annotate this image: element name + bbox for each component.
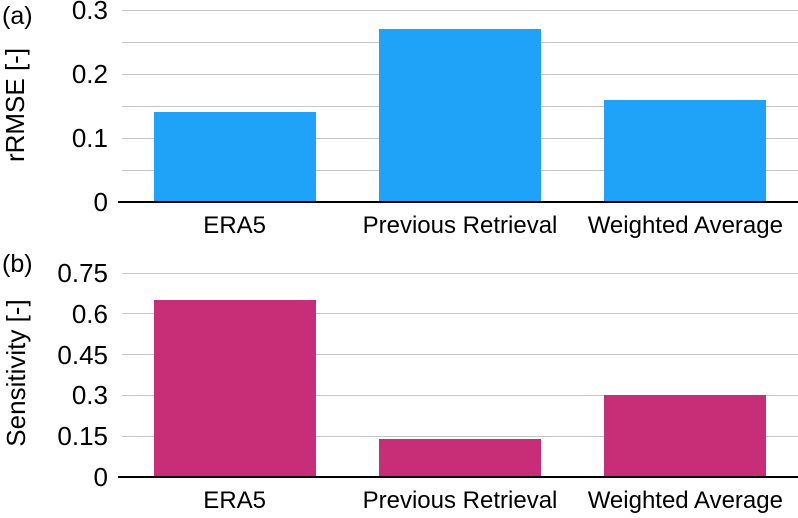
bar-previous-retrieval bbox=[378, 29, 542, 202]
gridline bbox=[122, 313, 798, 315]
y-tick-label: 0.15 bbox=[57, 421, 108, 452]
bar-weighted-average bbox=[604, 99, 767, 202]
chart-panel-b: (b) Sensitivity [-] 0 0.15 0.3 0.45 0.6 0.75 … bbox=[0, 248, 798, 518]
gridline bbox=[122, 394, 798, 396]
y-tick-label: 0.2 bbox=[71, 59, 108, 89]
y-tick-label: 0 bbox=[93, 462, 108, 492]
x-axis-line bbox=[118, 476, 798, 478]
y-tick-label: 0.3 bbox=[71, 0, 108, 25]
y-tick-label: 0 bbox=[93, 187, 108, 217]
gridline bbox=[122, 9, 798, 11]
x-category-label: Weighted Average bbox=[587, 212, 783, 239]
bar-weighted-average bbox=[604, 395, 767, 477]
panel-label-a: (a) bbox=[2, 2, 33, 30]
x-category-label: Previous Retrieval bbox=[362, 487, 558, 514]
y-tick-label: 0.6 bbox=[71, 298, 108, 329]
gridline bbox=[122, 435, 798, 437]
y-tick-label: 0.1 bbox=[71, 123, 108, 153]
plot-area bbox=[118, 9, 798, 203]
bar-previous-retrieval bbox=[378, 438, 542, 477]
x-category-label: Weighted Average bbox=[587, 487, 783, 514]
x-axis-line bbox=[118, 201, 798, 203]
gridline bbox=[122, 354, 798, 356]
chart-panel-a: (a) rRMSE [-] 0 0.1 0.2 0.3 ERA5 Previous Re… bbox=[0, 0, 798, 248]
panel-label-b: (b) bbox=[2, 250, 33, 278]
x-category-label: ERA5 bbox=[203, 487, 267, 514]
gridline bbox=[122, 272, 798, 274]
bar-era5 bbox=[153, 300, 316, 477]
plot-area bbox=[118, 272, 798, 478]
x-category-label: Previous Retrieval bbox=[362, 212, 558, 239]
y-tick-label: 0.45 bbox=[57, 339, 108, 370]
bar-era5 bbox=[153, 112, 316, 202]
y-tick-label: 0.3 bbox=[71, 380, 108, 411]
x-category-label: ERA5 bbox=[203, 212, 267, 239]
y-tick-label: 0.75 bbox=[57, 258, 108, 288]
